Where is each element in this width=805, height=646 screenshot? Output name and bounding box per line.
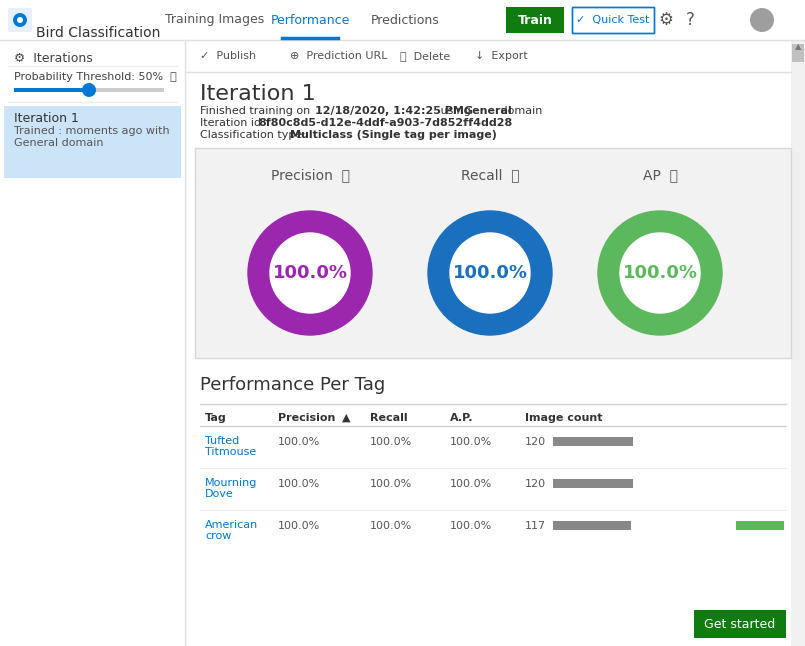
Bar <box>14 88 89 92</box>
Bar <box>791 40 805 646</box>
Text: Recall  ⓘ: Recall ⓘ <box>460 168 519 182</box>
Text: Multiclass (Single tag per image): Multiclass (Single tag per image) <box>290 130 497 140</box>
Text: 100.0%: 100.0% <box>370 479 412 489</box>
Text: 100.0%: 100.0% <box>278 479 320 489</box>
Circle shape <box>17 17 23 23</box>
Text: Probability Threshold: 50%  ⓘ: Probability Threshold: 50% ⓘ <box>14 72 177 82</box>
Text: ↓  Export: ↓ Export <box>475 51 528 61</box>
Text: Training Images: Training Images <box>165 14 265 26</box>
Text: ✓  Quick Test: ✓ Quick Test <box>576 15 650 25</box>
Text: Dove: Dove <box>205 489 233 499</box>
Text: ▲: ▲ <box>795 42 801 51</box>
Text: 120: 120 <box>525 479 546 489</box>
Text: Classification type:: Classification type: <box>200 130 309 140</box>
Text: ▲: ▲ <box>342 413 350 423</box>
Text: General domain: General domain <box>14 138 104 148</box>
Circle shape <box>82 83 96 97</box>
Text: 🗑  Delete: 🗑 Delete <box>400 51 450 61</box>
Text: Predictions: Predictions <box>370 14 440 26</box>
Bar <box>694 610 786 638</box>
Text: 117: 117 <box>525 521 546 531</box>
Circle shape <box>750 8 774 32</box>
Text: Performance: Performance <box>270 14 349 26</box>
Bar <box>0 40 185 646</box>
Text: Titmouse: Titmouse <box>205 447 256 457</box>
Text: Precision  ⓘ: Precision ⓘ <box>270 168 349 182</box>
Text: 100.0%: 100.0% <box>273 264 348 282</box>
Text: ⚙: ⚙ <box>658 11 674 29</box>
Text: Iteration id:: Iteration id: <box>200 118 268 128</box>
Bar <box>185 40 791 72</box>
Circle shape <box>428 211 552 335</box>
Circle shape <box>598 211 722 335</box>
Text: 12/18/2020, 1:42:25 PM: 12/18/2020, 1:42:25 PM <box>315 106 464 116</box>
Text: Train: Train <box>518 14 552 26</box>
Bar <box>185 40 791 646</box>
Bar <box>0 0 805 40</box>
Text: 100.0%: 100.0% <box>370 521 412 531</box>
Circle shape <box>270 233 350 313</box>
Bar <box>553 521 631 530</box>
Circle shape <box>248 211 372 335</box>
Bar <box>572 7 654 33</box>
Text: 100.0%: 100.0% <box>278 521 320 531</box>
Text: ⚙  Iterations: ⚙ Iterations <box>14 52 93 65</box>
Text: crow: crow <box>205 531 231 541</box>
Text: Recall: Recall <box>370 413 407 423</box>
Text: 100.0%: 100.0% <box>450 437 492 447</box>
Text: domain: domain <box>497 106 543 116</box>
Text: 100.0%: 100.0% <box>450 479 492 489</box>
Text: Finished training on: Finished training on <box>200 106 314 116</box>
Bar <box>506 7 564 33</box>
Circle shape <box>450 233 530 313</box>
Text: 100.0%: 100.0% <box>450 521 492 531</box>
Text: Performance Per Tag: Performance Per Tag <box>200 376 386 394</box>
Bar <box>8 8 32 32</box>
Bar <box>553 437 633 446</box>
Bar <box>792 44 804 62</box>
Circle shape <box>13 13 27 27</box>
Bar <box>195 148 791 358</box>
Text: Mourning: Mourning <box>205 478 258 488</box>
Text: 8f80c8d5-d12e-4ddf-a903-7d852ff4dd28: 8f80c8d5-d12e-4ddf-a903-7d852ff4dd28 <box>258 118 512 128</box>
Bar <box>14 88 164 92</box>
Text: Image count: Image count <box>525 413 602 423</box>
Text: A.P.: A.P. <box>450 413 473 423</box>
Text: General: General <box>463 106 512 116</box>
Bar <box>572 7 654 33</box>
Text: using: using <box>437 106 474 116</box>
Bar <box>553 479 633 488</box>
Text: Get started: Get started <box>704 618 776 630</box>
Bar <box>736 521 784 530</box>
Text: 100.0%: 100.0% <box>622 264 697 282</box>
Text: ⊕  Prediction URL: ⊕ Prediction URL <box>290 51 387 61</box>
Text: Bird Classification: Bird Classification <box>36 26 160 40</box>
Bar <box>4 106 181 178</box>
Text: 100.0%: 100.0% <box>452 264 527 282</box>
Text: 100.0%: 100.0% <box>278 437 320 447</box>
Circle shape <box>620 233 700 313</box>
Bar <box>195 148 791 358</box>
Text: 100.0%: 100.0% <box>370 437 412 447</box>
Text: Trained : moments ago with: Trained : moments ago with <box>14 126 170 136</box>
Text: AP  ⓘ: AP ⓘ <box>642 168 678 182</box>
Text: Iteration 1: Iteration 1 <box>200 84 316 104</box>
Text: Tag: Tag <box>205 413 227 423</box>
Text: ?: ? <box>686 11 695 29</box>
Text: Iteration 1: Iteration 1 <box>14 112 79 125</box>
Text: 120: 120 <box>525 437 546 447</box>
Text: Precision: Precision <box>278 413 336 423</box>
Text: ✓  Publish: ✓ Publish <box>200 51 256 61</box>
Text: Tufted: Tufted <box>205 436 239 446</box>
Text: American: American <box>205 520 258 530</box>
